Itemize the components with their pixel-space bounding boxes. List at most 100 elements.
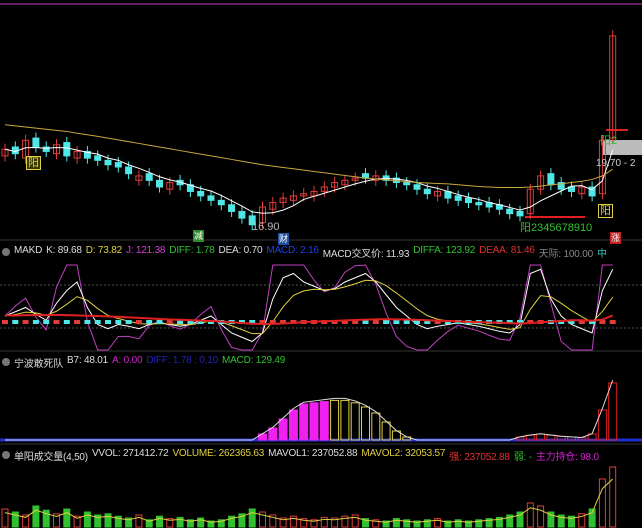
panel-menu-icon[interactable] — [2, 358, 10, 366]
volume-bar — [207, 520, 215, 528]
candle-body — [125, 166, 133, 175]
signal-yang: 阳 — [26, 156, 41, 170]
k-line — [4, 268, 614, 343]
macd-bar — [249, 320, 256, 324]
volume-bar — [506, 514, 514, 528]
candle-body — [135, 175, 143, 181]
indicator-value: 单阳成交量(4,50) — [14, 451, 88, 463]
volume-bar — [238, 513, 246, 528]
candle-body — [114, 162, 122, 168]
macd-bar — [2, 320, 8, 324]
volume-bar — [145, 519, 153, 528]
volume-bar — [578, 513, 586, 528]
b7-bar — [597, 409, 607, 441]
d-line — [4, 279, 614, 335]
j-line — [4, 264, 613, 351]
candle-body — [259, 206, 266, 224]
macd-bar — [166, 320, 173, 324]
candle-body — [454, 195, 462, 201]
macd-bar — [74, 320, 81, 324]
indicator-value: DIFFA: 123.92 — [413, 244, 476, 256]
volume-bar — [269, 514, 277, 528]
indicator-value: MAVOL2: 32053.57 — [361, 447, 446, 459]
macd-bar — [22, 320, 29, 324]
indicator-value: DIFF: 1.78 : 0.10 — [146, 354, 218, 366]
macd-bar — [424, 320, 431, 324]
panel-menu-icon[interactable] — [2, 248, 10, 256]
indicator-value: 天际: 100.00 — [538, 248, 593, 260]
b7-bar — [309, 402, 319, 441]
volume-bar — [1, 508, 9, 528]
candle-body — [279, 197, 287, 204]
candle-body — [197, 190, 205, 197]
indicator-value: MACD交叉价: 11.93 — [322, 248, 410, 260]
macd-bar — [599, 320, 606, 324]
indicator-value: 强: 237052.88 — [449, 451, 510, 463]
signal-zhang: 涨 — [610, 232, 622, 244]
macd-bar — [609, 320, 616, 324]
candle-body — [547, 173, 555, 186]
volume-bar — [310, 519, 318, 528]
macd-bar — [84, 320, 91, 324]
indicator-value: MAVOL1: 237052.88 — [268, 447, 358, 459]
b7-bar — [350, 402, 360, 441]
candle-body — [434, 190, 442, 197]
volume-bar — [526, 502, 534, 528]
b7-bar — [361, 406, 370, 441]
macd-bar — [434, 320, 441, 324]
dare-to-die-panel-header: 宁波敢死队 B7: 48.01 A: 0.00 DIFF: 1.78 : 0.10 MA… — [0, 354, 285, 370]
candle-body — [372, 175, 380, 181]
b7-bar — [330, 399, 340, 441]
volume-bar — [94, 514, 102, 528]
volume-bar — [279, 517, 287, 528]
candle-body — [248, 215, 256, 226]
b7-bar — [319, 401, 329, 441]
volume-bar — [588, 508, 596, 528]
panel-menu-icon[interactable] — [2, 451, 10, 459]
volume-bar — [403, 519, 411, 528]
volume-bar — [114, 515, 122, 528]
volume-bar — [568, 515, 575, 528]
indicator-value: 主力持仓: 98.0 — [535, 451, 599, 463]
volume-bar — [413, 520, 421, 528]
volume-bar — [289, 515, 297, 528]
indicator-value: A: 0.00 — [112, 354, 143, 366]
volume-panel-header: 单阳成交量(4,50) VVOL: 271412.72 VOLUME: 262365… — [0, 447, 599, 463]
candle-body — [269, 202, 277, 210]
b7-bar — [340, 399, 350, 441]
macd-bar — [527, 320, 534, 324]
macd-bar — [43, 320, 50, 324]
indicator-value: MAKD — [14, 244, 43, 256]
macd-bar — [197, 320, 204, 324]
macd-panel-header: MAKD K: 89.68 D: 73.82 J: 121.38 DIFF: 1.78 D… — [0, 244, 607, 260]
volume-bar — [156, 515, 163, 528]
macd-bar — [331, 320, 338, 324]
volume-bar — [495, 516, 503, 528]
volume-bar — [166, 518, 174, 528]
b7-line — [5, 379, 614, 441]
ma-long-line — [4, 124, 613, 188]
macd-bar — [105, 320, 111, 324]
candle-body — [83, 150, 91, 159]
candle-body — [289, 195, 297, 201]
volume-bar — [135, 514, 143, 528]
b7-bar — [371, 412, 381, 441]
volume-bar — [372, 519, 380, 528]
volume-bar — [53, 513, 60, 528]
candle-body — [94, 155, 102, 161]
volume-bar — [42, 509, 50, 528]
volume-bar — [83, 511, 91, 528]
candle-body — [238, 210, 246, 219]
volume-bar — [32, 505, 40, 528]
indicator-value: MACD: 129.49 — [221, 354, 286, 366]
b7-bar — [299, 403, 309, 441]
candle-body — [207, 195, 215, 201]
candle-body — [217, 199, 225, 206]
macd-bar — [393, 320, 400, 324]
candle-body — [609, 35, 617, 139]
macd-bar — [187, 320, 194, 324]
volume-bar — [22, 514, 30, 528]
volume-bar — [259, 511, 266, 528]
candle-body — [156, 179, 163, 188]
candle-body — [104, 159, 112, 166]
